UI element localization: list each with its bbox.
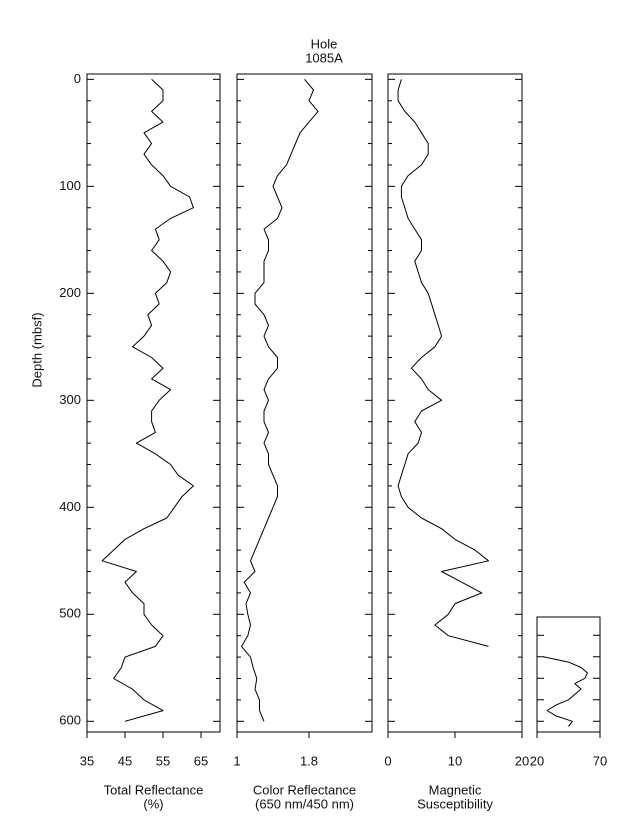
y-axis-label: Depth (mbsf) [29,312,44,387]
y-tick-label: 400 [59,499,81,514]
x-axis-label: (%) [143,796,163,811]
x-tick-label: 35 [80,753,94,768]
x-tick-label: 0 [384,753,391,768]
x-axis-label: Susceptibility [417,796,493,811]
x-tick-label: 45 [118,753,132,768]
y-tick-label: 100 [59,178,81,193]
y-tick-label: 200 [59,285,81,300]
y-tick-label: 300 [59,392,81,407]
plot-frame [86,73,221,733]
x-tick-label: 55 [156,753,170,768]
x-tick-label: 20 [530,753,544,768]
profile-line [241,78,319,722]
plot-frame [387,73,523,733]
profile-line [101,78,194,722]
x-axis-label: Color Reflectance [253,782,356,797]
title-line: 1085A [305,50,343,65]
y-tick-label: 0 [74,71,81,86]
y-tick-label: 500 [59,606,81,621]
x-tick-label: 1 [233,753,240,768]
x-axis-label: (650 nm/450 nm) [255,796,354,811]
plot-frame [236,73,373,733]
x-tick-label: 10 [448,753,462,768]
x-tick-label: 65 [194,753,208,768]
plot-frame [536,616,601,733]
x-tick-label: 70 [593,753,607,768]
x-tick-label: 20 [515,753,529,768]
profile-line [397,79,489,647]
profile-line [543,656,588,727]
title-line: Hole [311,36,338,51]
y-tick-label: 600 [59,713,81,728]
x-axis-label: Total Reflectance [104,782,204,797]
x-axis-label: Magnetic [429,782,482,797]
x-tick-label: 1.8 [300,753,318,768]
